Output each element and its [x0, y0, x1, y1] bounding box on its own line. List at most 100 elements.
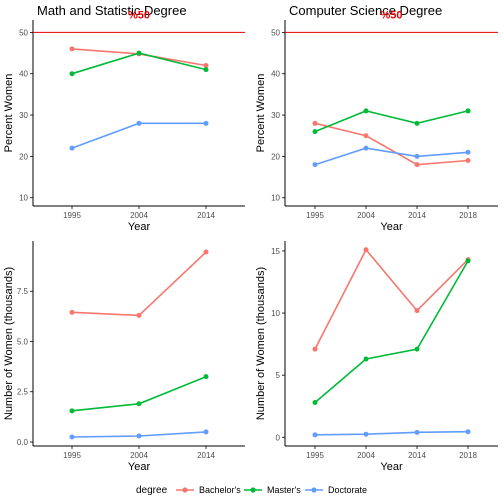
series-line-bachelors	[71, 251, 207, 317]
y-tick-label: 20	[19, 152, 28, 161]
series-line-bachelors	[314, 248, 469, 350]
data-point	[414, 162, 420, 168]
x-tick-label: 1995	[63, 451, 81, 460]
x-tick-label: 2004	[130, 211, 148, 220]
data-point	[312, 129, 318, 135]
y-tick-label: 40	[271, 70, 280, 79]
x-tick-label: 2018	[459, 211, 477, 220]
x-tick-label: 2014	[197, 211, 215, 220]
series-bachelors	[312, 247, 471, 352]
data-point	[136, 312, 142, 318]
data-point	[363, 247, 369, 253]
legend-label-doctorate: Doctorate	[328, 485, 367, 495]
data-point	[69, 145, 75, 151]
x-tick-label: 2014	[408, 451, 426, 460]
data-point	[69, 71, 75, 77]
y-tick-label: 0.0	[17, 438, 29, 447]
y-tick-label: 50	[19, 28, 28, 37]
x-tick-label: 1995	[306, 451, 324, 460]
x-axis-title: Year	[380, 221, 403, 233]
series-doctorate	[312, 145, 471, 168]
data-point	[363, 108, 369, 114]
data-point	[414, 153, 420, 159]
series-line-masters	[314, 110, 469, 133]
chart-title: Computer Science Degree	[289, 3, 442, 18]
legend-key-bachelors: Bachelor's	[176, 485, 241, 495]
data-point	[69, 309, 75, 315]
data-point	[136, 50, 142, 56]
y-tick-label: 5	[276, 371, 281, 380]
y-axis-title: Percent Women	[255, 74, 267, 153]
legend-key-masters: Master's	[244, 485, 301, 495]
y-tick-label: 10	[271, 194, 280, 203]
legend-key-doctorate: Doctorate	[305, 485, 367, 495]
series-masters	[312, 258, 471, 406]
series-masters	[69, 374, 209, 414]
x-tick-label: 2004	[357, 211, 375, 220]
x-tick-label: 2014	[408, 211, 426, 220]
series-doctorate	[69, 120, 209, 151]
x-tick-label: 2004	[130, 451, 148, 460]
data-point	[203, 120, 209, 126]
reference-line-label: %50	[128, 9, 150, 21]
chart-panel-2: Computer Science Degree 10 20 30 40 50 1995 200…	[255, 3, 498, 233]
y-axis-title: Percent Women	[3, 74, 15, 153]
series-line-doctorate	[314, 147, 469, 166]
data-point	[414, 308, 420, 314]
series-bachelors	[69, 249, 209, 318]
x-tick-label: 2014	[197, 451, 215, 460]
y-tick-label: 30	[271, 111, 280, 120]
y-tick-label: 30	[19, 111, 28, 120]
chart-panel-4: 0 5 10 15 1995 2004 2014 2018 Year Number of Wome…	[255, 241, 498, 473]
y-tick-label: 5.0	[17, 337, 29, 346]
y-tick-label: 10	[19, 194, 28, 203]
data-point	[363, 356, 369, 362]
reference-line-label: %50	[380, 9, 402, 21]
series-doctorate	[69, 429, 209, 440]
y-tick-label: 2.5	[17, 388, 29, 397]
x-tick-label: 1995	[306, 211, 324, 220]
data-point	[203, 429, 209, 435]
data-point	[312, 432, 318, 438]
data-point	[69, 46, 75, 52]
legend-label-bachelors: Bachelor's	[199, 485, 241, 495]
y-tick-label: 0	[276, 433, 281, 442]
y-tick-label: 10	[271, 309, 280, 318]
y-tick-label: 20	[271, 152, 280, 161]
legend-label-masters: Master's	[267, 485, 301, 495]
data-point	[414, 346, 420, 352]
data-point	[203, 249, 209, 255]
data-point	[414, 429, 420, 435]
data-point	[363, 431, 369, 437]
y-axis-title: Number of Women (thousands)	[255, 267, 267, 420]
data-point	[363, 133, 369, 139]
data-point	[136, 401, 142, 407]
x-tick-label: 2018	[459, 451, 477, 460]
chart-panel-1: Math and Statistic Degree 10 20 30 40 50 1995 2…	[3, 3, 245, 233]
data-point	[136, 433, 142, 439]
legend-title: degree	[136, 485, 168, 496]
series-masters	[69, 50, 209, 77]
series-line-masters	[314, 260, 469, 404]
data-point	[312, 400, 318, 406]
data-point	[312, 162, 318, 168]
data-point	[203, 67, 209, 73]
series-masters	[312, 108, 471, 135]
x-axis-title: Year	[128, 221, 151, 233]
x-axis-title: Year	[128, 461, 151, 473]
data-point	[69, 408, 75, 414]
data-point	[136, 120, 142, 126]
data-point	[465, 258, 471, 264]
data-point	[465, 429, 471, 435]
data-point	[312, 120, 318, 126]
series-line-doctorate	[314, 430, 469, 436]
y-tick-label: 50	[271, 28, 280, 37]
data-point	[203, 62, 209, 68]
chart-title: Math and Statistic Degree	[37, 3, 187, 18]
chart-panel-3: 0.0 2.5 5.0 7.5 1995 2004 2014 Year Number of Wo…	[3, 241, 245, 473]
data-point	[465, 108, 471, 114]
data-point	[312, 346, 318, 352]
y-axis-title: Number of Women (thousands)	[3, 267, 15, 420]
